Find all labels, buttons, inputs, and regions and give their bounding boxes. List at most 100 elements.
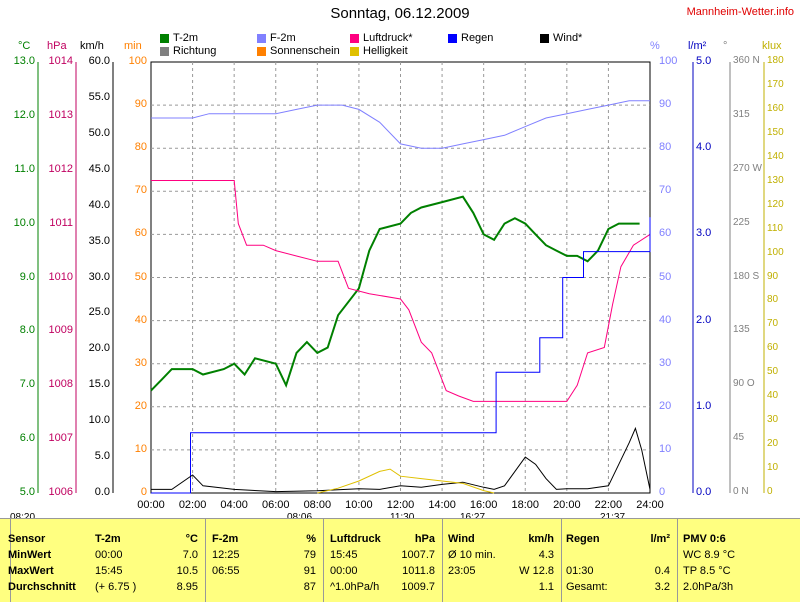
humidity-tick-label: 100 [659,55,678,67]
wind-tick-label: 55.0 [88,90,110,103]
pressure-tick-label: 1013 [48,108,73,121]
lux-tick-label: 100 [767,246,784,258]
dir-tick-label: 270 W [733,162,762,174]
legend-item: Wind* [540,32,582,44]
sunset-time: 16:27 [460,512,485,523]
noon-time: 11:30 [390,512,414,523]
temp-tick-label: 7.0 [19,378,35,391]
table-cell: W 12.8 [519,565,554,577]
sun-tick-label: 30 [134,356,147,369]
brand-link[interactable]: Mannheim-Wetter.info [686,6,794,18]
time-tick-label: 16:00 [469,499,498,511]
lux-tick-label: 20 [767,438,779,450]
time-tick-label: 10:00 [345,499,373,511]
wind-axis-title: km/h [80,40,104,52]
time-tick-label: 04:00 [220,499,248,511]
pressure-tick-label: 1009 [48,324,73,337]
pressure-axis-title: hPa [47,40,67,52]
table-header-cell: F-2m [212,533,239,545]
humidity-tick-label: 60 [659,227,672,240]
humidity-axis-title: % [650,40,660,52]
table-header-cell: km/h [528,533,554,545]
lux-tick-label: 130 [767,174,784,186]
table-cell: 87 [303,581,316,593]
temp-axis-title: °C [18,40,31,52]
wind-tick-label: 15.0 [88,378,110,391]
sun-axis-title: min [124,40,142,52]
wind-tick-label: 20.0 [88,342,110,355]
table-divider [561,519,562,602]
sun-tick-label: 70 [134,184,147,197]
time-tick-label: 24:00 [636,499,664,511]
time-tick-label: 20:00 [553,499,581,511]
legend-item: Regen [448,32,493,44]
humidity-tick-label: 40 [659,313,672,326]
dir-tick-label: 0 N [733,486,749,497]
sun-tick-label: 60 [134,227,147,240]
lux-tick-label: 10 [767,462,779,474]
table-cell: Ø 10 min. [448,549,496,561]
time-tick-label: 12:00 [386,499,415,511]
table-cell: 4.3 [538,549,554,561]
rain-tick-label: 0.0 [696,486,712,498]
table-header-cell: T-2m [95,533,121,545]
wind-tick-label: 30.0 [88,270,110,283]
lux-tick-label: 120 [767,198,784,210]
pressure-tick-label: 1008 [48,378,73,391]
pressure-tick-label: 1006 [48,486,73,498]
table-cell: 1007.7 [401,549,435,561]
sun-tick-label: 20 [134,399,147,412]
rain-axis-title: l/m² [688,40,707,52]
humidity-tick-label: 70 [659,184,672,197]
table-header-cell: l/m² [650,533,670,545]
lux-tick-label: 70 [767,318,779,330]
table-cell: 23:05 [448,565,476,577]
table-cell: MinWert [8,549,52,561]
pressure-tick-label: 1011 [49,216,73,229]
temp-tick-label: 12.0 [13,108,35,121]
legend-item: Sonnenschein [257,45,340,57]
lux-tick-label: 160 [767,102,784,114]
wind-tick-label: 40.0 [88,198,110,211]
table-header-cell: Luftdruck [330,533,381,545]
legend-swatch [540,33,549,43]
table-cell: 01:30 [566,565,594,577]
time-tick-label: 08:00 [303,499,332,511]
legend-label: Regen [461,32,494,44]
wind-tick-label: 45.0 [88,162,110,175]
humidity-tick-label: 90 [659,98,672,111]
stats-table: Sensor T-2m °C F-2m% Luftdruck hPa Wind km/h Reg… [0,518,800,602]
lux-tick-label: 180 [767,55,784,66]
legend-swatch [257,33,266,43]
dir-tick-label: 135 [733,324,750,336]
lux-tick-label: 90 [767,270,779,282]
legend-label: F-2m [270,32,296,44]
table-cell: 00:00 [95,549,123,561]
table-cell: 3.2 [654,581,670,593]
table-cell: 79 [303,549,316,561]
table-divider [10,519,11,602]
first-sun-time: 08:06 [287,512,312,523]
table-divider [205,519,206,602]
temp-tick-label: 13.0 [13,55,35,67]
table-cell: Gesamt: [566,581,608,593]
temp-tick-label: 5.0 [19,486,35,498]
table-header-cell: % [306,533,316,545]
table-header-cell: Wind [448,533,475,545]
table-cell: ^1.0hPa/h [330,581,380,593]
table-divider [323,519,324,602]
dir-tick-label: 315 [733,108,750,120]
series-line-t2m [150,195,640,392]
pressure-tick-label: 1014 [48,55,73,67]
sun-tick-label: 90 [134,98,147,111]
dir-tick-label: 45 [733,432,745,444]
wind-tick-label: 25.0 [88,306,110,319]
sun-tick-label: 50 [134,270,147,283]
table-cell: 1011.8 [402,565,435,577]
table-cell: 91 [303,565,316,577]
legend-label: Wind* [553,32,583,44]
sun-tick-label: 40 [134,313,147,326]
wind-tick-label: 10.0 [88,414,110,427]
lux-tick-label: 60 [767,342,779,354]
last-time: 21:37 [600,512,625,523]
